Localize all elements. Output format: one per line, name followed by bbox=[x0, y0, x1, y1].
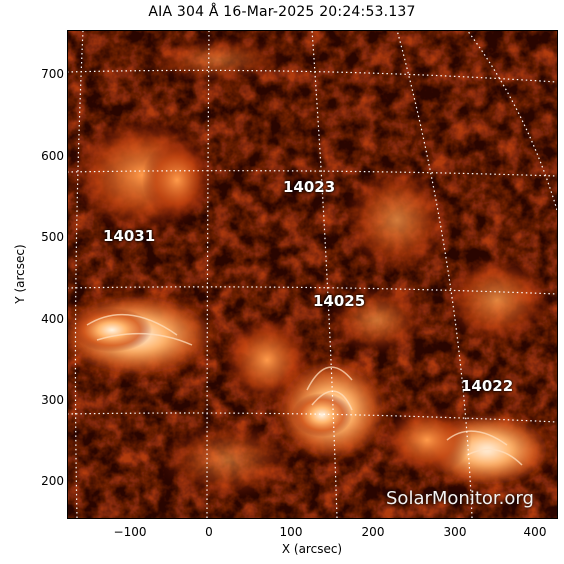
x-tick-300: 300 bbox=[443, 525, 467, 539]
x-tick-100: 100 bbox=[279, 525, 303, 539]
image-title: AIA 304 Å 16-Mar-2025 20:24:53.137 bbox=[148, 4, 416, 20]
coronal-loops bbox=[86, 313, 523, 466]
y-tick-300: 300 bbox=[41, 393, 64, 407]
y-tick-600: 600 bbox=[41, 149, 64, 163]
x-tick-400: 400 bbox=[523, 525, 547, 539]
region-label-14031: 14031 bbox=[103, 227, 156, 245]
solar-image-canvas bbox=[67, 30, 557, 518]
solar-image-304[interactable] bbox=[67, 30, 557, 518]
region-label-14025: 14025 bbox=[313, 292, 366, 310]
y-axis-label: Y (arcsec) bbox=[13, 244, 27, 304]
region-label-14022: 14022 bbox=[461, 377, 514, 395]
x-axis-label: X (arcsec) bbox=[281, 542, 343, 556]
active-region-glow bbox=[67, 35, 557, 500]
solarmonitor-watermark: SolarMonitor.org bbox=[386, 488, 534, 509]
y-tick-700: 700 bbox=[41, 67, 64, 81]
x-tick-0: 0 bbox=[205, 525, 213, 539]
heliographic-grid bbox=[67, 30, 557, 518]
x-tick-neg100: −100 bbox=[113, 525, 147, 539]
region-label-14023: 14023 bbox=[283, 178, 336, 196]
y-tick-200: 200 bbox=[41, 474, 64, 488]
x-tick-200: 200 bbox=[361, 525, 385, 539]
y-tick-400: 400 bbox=[41, 312, 64, 326]
y-tick-500: 500 bbox=[41, 230, 64, 244]
